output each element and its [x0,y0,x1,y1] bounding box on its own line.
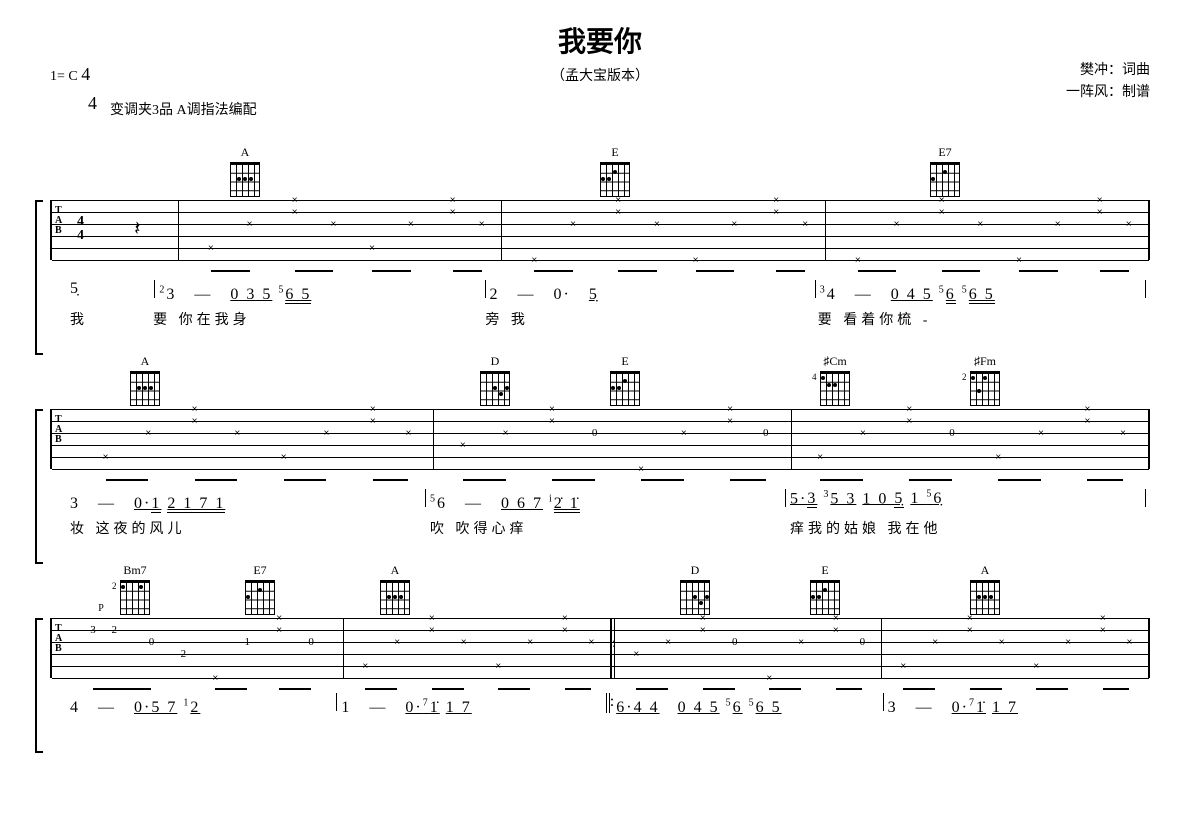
chord-diagram: A [970,563,1000,618]
chord-diagram: E [610,354,640,409]
tab-measure: : ×× ×× 0× ×× ×0 [611,618,882,678]
chord-name: E7 [245,563,275,578]
lyric-row: 妆 这夜的风儿 吹 吹得心痒 痒我的姑娘 我在他 [50,518,1150,538]
tab-measure: ×× ×× ×× ×× ×× [882,618,1149,678]
chord-name: ♯Cm [820,354,850,369]
credits-block: 樊冲：词曲 一阵风：制谱 [1066,60,1150,105]
chord-name: E [810,563,840,578]
tab-measure: ×× ×× ×× ×× ×× [344,618,611,678]
tab-measure: P 32 02 ×1 ×× 0 [77,618,344,678]
system-bracket [35,200,43,355]
sheet-header: 我要你 （孟大宝版本） 1= C 44 变调夹3品 A调指法编配 樊冲：词曲 一… [50,20,1150,85]
jianpu-measure: 4 — 0·5 7 12 [70,693,332,717]
music-sheet: A E E7 TAB 44 𝄽 [50,145,1150,717]
jianpu-measure: 3 — 0·1 2 1 7 1 [70,489,421,513]
jianpu-measure: 2 — 0· 5̣ [490,280,811,304]
jianpu-measure: 5·3 35 3 1 0 5̣ 1 56̣ [790,489,1141,513]
chord-diagram: A [130,354,160,409]
song-title: 我要你 [50,20,1150,60]
chord-diagram: E7 [930,145,960,200]
tab-measure: ×× ×× ×× ×× ×× [77,409,434,469]
music-system: A E E7 TAB 44 𝄽 [50,145,1150,329]
tab-measure: ×× ×× ×× ×× ×× [502,200,825,260]
chord-diagram: ♯Cm 4 [820,354,850,409]
chord-name: A [970,563,1000,578]
jianpu-measure: 23 — 0 3 5 56 5 [159,280,480,304]
chord-diagram: E [810,563,840,618]
lyric-measure: 妆 这夜的风儿 [70,518,430,538]
chord-name: Bm7 [120,563,150,578]
jianpu-row: 3 — 0·1 2 1 7 1 56 — 0 6 7 i2̇ 1̇ 5·3 35… [50,489,1150,513]
jianpu-measure: 5̣ [70,280,150,304]
key-info-block: 1= C 44 变调夹3品 A调指法编配 [50,60,257,122]
lyric-measure: 我 [70,309,153,329]
tab-measure: ×× ×× 0× ×× ×× [792,409,1149,469]
chord-diagram: Bm7 2 [120,563,150,618]
jianpu-measure: 34 — 0 4 5 56 56 5 [820,280,1141,304]
lyric-measure: 痒我的姑娘 我在他 [790,518,1150,538]
transcriber-credit: 一阵风：制谱 [1066,82,1150,104]
lyric-row: 我 要 你在我身 旁 我 要 看着你梳 - [50,309,1150,329]
chord-name: E [600,145,630,160]
chord-name: E [610,354,640,369]
chord-diagram: A [380,563,410,618]
chord-row: Bm7 2 E7 A D E A [50,563,1150,613]
jianpu-row: 4 — 0·5 7 12 1 — 0·71̇ 1 7 : 6·4 4 0 4 5… [50,693,1150,717]
chord-diagram: ♯Fm 2 [970,354,1000,409]
key-signature: 1= C [50,69,78,84]
chord-name: D [680,563,710,578]
tab-staff: TAB ×× ×× ×× ×× ×× ×× ×× 0× [50,409,1150,469]
chord-diagram: D [480,354,510,409]
music-system: A D E ♯Cm 4 ♯Fm 2 TAB [50,354,1150,538]
tab-measure: 𝄽 [97,200,179,260]
system-bracket [35,409,43,564]
tab-staff: TAB P 32 02 ×1 ×× 0 ×× ×× ×× [50,618,1150,678]
jianpu-measure: 6·4 4 0 4 5 56 56 5 [616,693,878,717]
capo-info: 变调夹3品 A调指法编配 [110,100,257,122]
tab-staff: TAB 44 𝄽 ×× ×× ×× ×× ×× [50,200,1150,260]
tab-measure: ×× ×× ×× ×× ×× [179,200,502,260]
chord-name: D [480,354,510,369]
jianpu-measure: 1 — 0·71̇ 1 7 [341,693,603,717]
chord-row: A D E ♯Cm 4 ♯Fm 2 [50,354,1150,404]
lyric-measure: 吹 吹得心痒 [430,518,790,538]
chord-diagram: E [600,145,630,200]
lyric-measure: 要 看着你梳 - [818,309,1150,329]
jianpu-measure: 3 — 0·71̇ 1 7 [888,693,1150,717]
chord-name: A [230,145,260,160]
chord-diagram: A [230,145,260,200]
composer-credit: 樊冲：词曲 [1066,60,1150,82]
music-system: Bm7 2 E7 A D E A [50,563,1150,717]
chord-name: ♯Fm [970,354,1000,369]
lyric-measure: 旁 我 [485,309,817,329]
chord-name: E7 [930,145,960,160]
chord-name: A [380,563,410,578]
chord-diagram: D [680,563,710,618]
chord-row: A E E7 [50,145,1150,195]
jianpu-row: 5̣ 23 — 0 3 5 56 5 2 — 0· 5̣ 34 — 0 4 5 … [50,280,1150,304]
jianpu-measure: 56 — 0 6 7 i2̇ 1̇ [430,489,781,513]
lyric-measure: 要 你在我身 [153,309,485,329]
chord-name: A [130,354,160,369]
system-bracket [35,618,43,753]
tab-measure: ×× ×× 0× ×× ×0 [434,409,791,469]
chord-diagram: E7 [245,563,275,618]
rest-symbol: 𝄽 [134,218,140,241]
tab-measure: ×× ×× ×× ×× ×× [826,200,1149,260]
